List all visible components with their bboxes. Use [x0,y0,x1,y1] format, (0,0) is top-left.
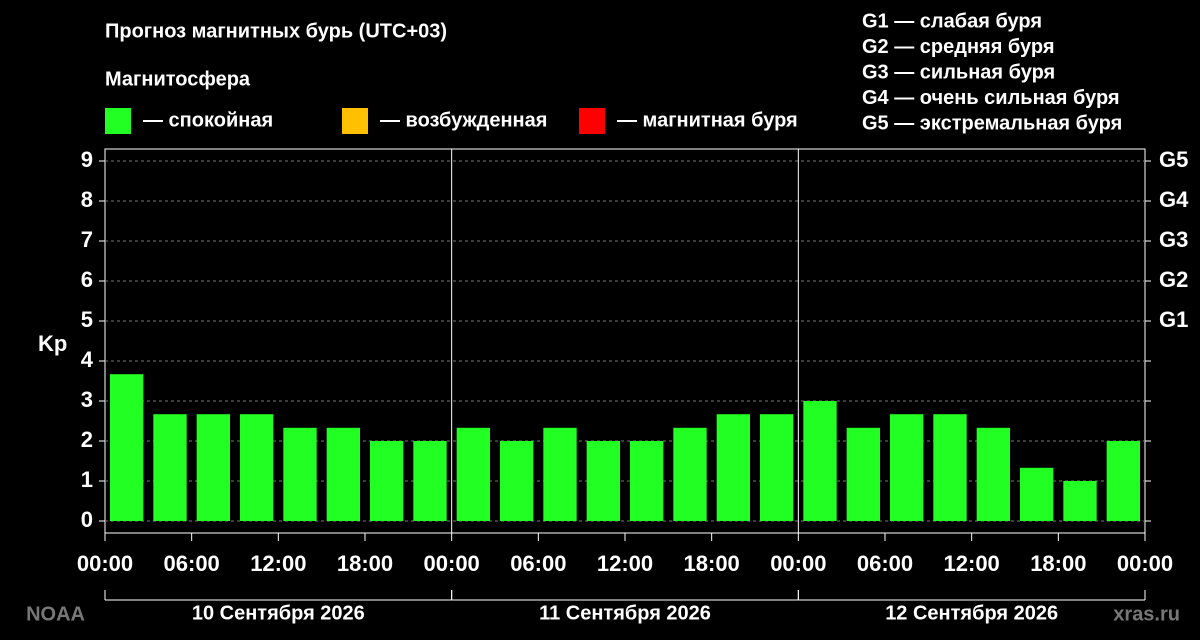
bar [413,441,447,521]
bar [500,441,534,521]
storm-scale-label: G3 — сильная буря [862,61,1055,83]
x-tick-label: 18:00 [1030,551,1086,576]
legend-label: — возбужденная [380,109,547,131]
bar [586,441,620,521]
storm-scale-label: G2 — средняя буря [862,36,1055,58]
storm-scale-label: G1 — слабая буря [862,10,1042,32]
x-tick-label: 12:00 [944,551,1000,576]
storm-scale-label: G5 — экстремальная буря [862,112,1122,134]
bar [673,427,707,521]
bar [196,414,230,521]
bar [716,414,750,521]
x-tick-label: 00:00 [77,551,133,576]
y2-tick-label: G5 [1159,147,1188,172]
x-tick-label: 06:00 [510,551,566,576]
bar [153,414,187,521]
legend-swatch [105,108,131,134]
day-label: 12 Сентября 2026 [885,602,1058,624]
y2-tick-label: G2 [1159,267,1188,292]
y2-tick-label: G1 [1159,307,1188,332]
bar [630,441,664,521]
legend-title: Магнитосфера [105,68,251,90]
bar [456,427,490,521]
y-tick-label: 8 [81,187,93,212]
y-tick-label: 9 [81,147,93,172]
bar [326,427,360,521]
day-label: 11 Сентября 2026 [539,602,711,624]
bar [110,374,144,521]
legend-swatch [579,108,605,134]
x-tick-label: 06:00 [857,551,913,576]
x-tick-label: 18:00 [337,551,393,576]
source: xras.ru [1113,603,1180,625]
x-tick-label: 12:00 [597,551,653,576]
x-tick-label: 00:00 [424,551,480,576]
legend-swatch [342,108,368,134]
storm-scale-label: G4 — очень сильная буря [862,87,1120,109]
bar [760,414,794,521]
y-tick-label: 0 [81,507,93,532]
x-tick-label: 12:00 [250,551,306,576]
bar [803,401,837,521]
y-tick-label: 5 [81,307,93,332]
bar [370,441,404,521]
bar [240,414,274,521]
y-tick-label: 4 [81,347,94,372]
source: NOAA [26,603,85,625]
x-tick-label: 00:00 [770,551,826,576]
bar [846,427,880,521]
x-tick-label: 06:00 [164,551,220,576]
bar [1020,467,1054,521]
day-label: 10 Сентября 2026 [192,602,365,624]
x-tick-label: 18:00 [684,551,740,576]
y-tick-label: 1 [81,467,93,492]
x-tick-label: 00:00 [1117,551,1173,576]
y-tick-label: 2 [81,427,93,452]
bar [933,414,967,521]
legend-label: — магнитная буря [617,109,798,131]
bar [1063,481,1097,521]
bar [890,414,924,521]
y2-tick-label: G3 [1159,227,1188,252]
bar [976,427,1010,521]
chart-title: Прогноз магнитных бурь (UTC+03) [105,20,447,42]
y-axis-label: Kp [38,331,67,356]
legend-label: — спокойная [143,109,273,131]
y-tick-label: 3 [81,387,93,412]
y2-tick-label: G4 [1159,187,1189,212]
bar [283,427,317,521]
y-tick-label: 7 [81,227,93,252]
bar [1106,441,1140,521]
y-tick-label: 6 [81,267,93,292]
bar [543,427,577,521]
